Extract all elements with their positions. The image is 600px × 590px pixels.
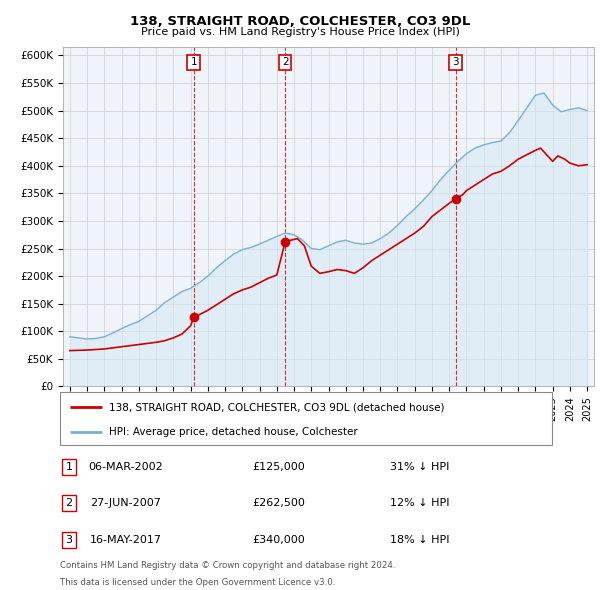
Text: This data is licensed under the Open Government Licence v3.0.: This data is licensed under the Open Gov… xyxy=(60,578,335,586)
Text: 3: 3 xyxy=(65,535,73,545)
Text: 12% ↓ HPI: 12% ↓ HPI xyxy=(390,499,449,508)
Text: 138, STRAIGHT ROAD, COLCHESTER, CO3 9DL (detached house): 138, STRAIGHT ROAD, COLCHESTER, CO3 9DL … xyxy=(109,402,445,412)
Text: 138, STRAIGHT ROAD, COLCHESTER, CO3 9DL: 138, STRAIGHT ROAD, COLCHESTER, CO3 9DL xyxy=(130,15,470,28)
Text: 2: 2 xyxy=(282,57,289,67)
Text: 31% ↓ HPI: 31% ↓ HPI xyxy=(390,462,449,471)
Text: 1: 1 xyxy=(65,462,73,471)
Text: 18% ↓ HPI: 18% ↓ HPI xyxy=(390,535,449,545)
Text: 16-MAY-2017: 16-MAY-2017 xyxy=(90,535,162,545)
Text: 2: 2 xyxy=(65,499,73,508)
Text: Price paid vs. HM Land Registry's House Price Index (HPI): Price paid vs. HM Land Registry's House … xyxy=(140,27,460,37)
FancyBboxPatch shape xyxy=(60,392,552,445)
Text: 3: 3 xyxy=(452,57,459,67)
Text: 1: 1 xyxy=(190,57,197,67)
Text: Contains HM Land Registry data © Crown copyright and database right 2024.: Contains HM Land Registry data © Crown c… xyxy=(60,561,395,570)
Text: 27-JUN-2007: 27-JUN-2007 xyxy=(91,499,161,508)
Text: £262,500: £262,500 xyxy=(253,499,305,508)
Text: £125,000: £125,000 xyxy=(253,462,305,471)
Text: HPI: Average price, detached house, Colchester: HPI: Average price, detached house, Colc… xyxy=(109,427,358,437)
Text: 06-MAR-2002: 06-MAR-2002 xyxy=(89,462,163,471)
Text: £340,000: £340,000 xyxy=(253,535,305,545)
